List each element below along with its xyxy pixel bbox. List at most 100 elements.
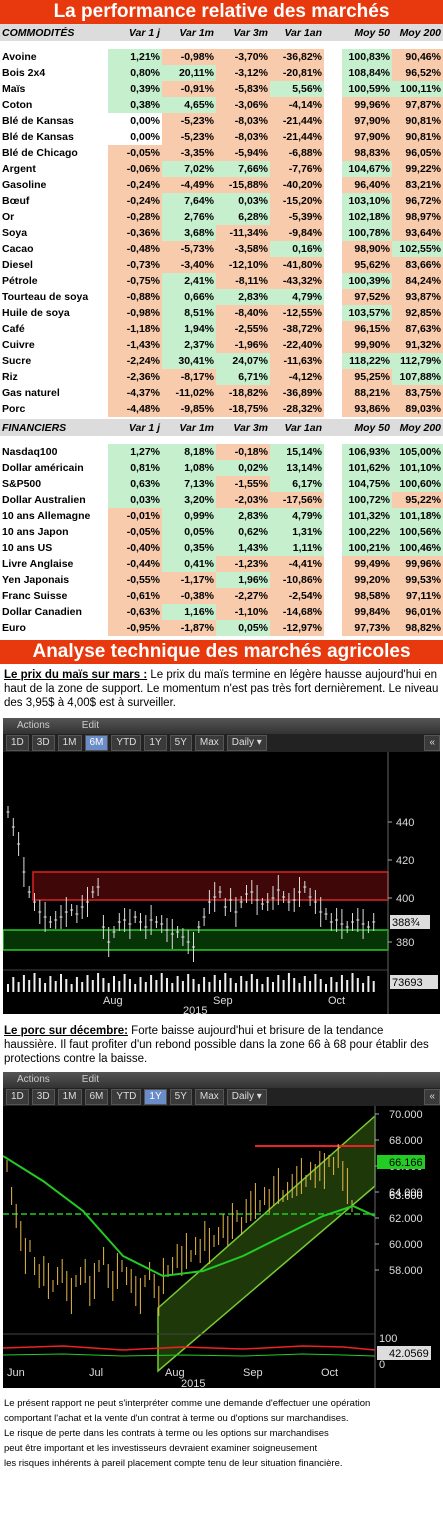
edit-menu[interactable]: Edit [81, 1074, 100, 1085]
last-price-label: 63.600 [389, 1190, 423, 1202]
range-button[interactable]: 1D [6, 1089, 29, 1105]
row-label: 10 ans US [2, 542, 53, 554]
value-cell: 1,27% [108, 444, 162, 460]
actions-menu[interactable]: Actions [17, 1074, 50, 1085]
range-button[interactable]: Max [194, 1089, 224, 1105]
table-row: Cuivre -1,43% 2,37% -1,96% -22,40% 99,90% 91,3… [0, 337, 443, 353]
table-row: Sucre -2,24% 30,41% 24,07% -11,63% 118,22% 112… [0, 353, 443, 369]
range-button[interactable]: Daily ▾ [226, 735, 267, 751]
range-button[interactable]: 1D [6, 735, 29, 751]
financiers-table: FINANCIERS Var 1 j Var 1m Var 3m Var 1an Moy … [0, 419, 443, 636]
value-cell: -36,82% [270, 49, 324, 65]
value-cell: 84,24% [392, 273, 443, 289]
value-cell: 96,05% [392, 145, 443, 161]
value-cell: -2,55% [216, 321, 270, 337]
spacer-cell [324, 508, 342, 524]
value-cell: -5,94% [216, 145, 270, 161]
value-cell: 7,64% [162, 193, 216, 209]
range-button[interactable]: 1Y [144, 1089, 167, 1105]
table-row: Coton 0,38% 4,65% -3,06% -4,14% 99,96% 97,87% [0, 97, 443, 113]
collapse-icon[interactable]: « [424, 1089, 440, 1105]
value-cell: 105,00% [392, 444, 443, 460]
corn-text: Le prix du maïs termine en légère hausse… [4, 669, 439, 709]
value-cell: 1,11% [270, 540, 324, 556]
y-tick-label: 400 [396, 893, 414, 905]
value-cell: 97,11% [392, 588, 443, 604]
spacer-cell [324, 369, 342, 385]
value-cell: 100,60% [392, 476, 443, 492]
range-button[interactable]: 5Y [169, 735, 192, 751]
value-cell: -0,24% [108, 177, 162, 193]
value-cell: -0,05% [108, 145, 162, 161]
value-cell: 97,73% [342, 620, 392, 636]
header-cell: Var 3m [216, 419, 270, 436]
actions-menu[interactable]: Actions [17, 720, 50, 731]
value-cell: 95,62% [342, 257, 392, 273]
value-cell: 93,64% [392, 225, 443, 241]
range-button[interactable]: 1M [57, 735, 82, 751]
row-label: Or [2, 211, 15, 223]
value-cell: 100,78% [342, 225, 392, 241]
value-cell: 7,13% [162, 476, 216, 492]
range-button[interactable]: 1Y [144, 735, 167, 751]
table-row: Huile de soya -0,98% 8,51% -8,40% -12,55% 103… [0, 305, 443, 321]
table-row: Avoine 1,21% -0,98% -3,70% -36,82% 100,83% 90,… [0, 49, 443, 65]
header-cell: Moy 50 [342, 419, 392, 436]
value-cell: 7,02% [162, 161, 216, 177]
row-label: Franc Suisse [2, 590, 68, 602]
spacer-cell [324, 604, 342, 620]
range-button[interactable]: 3D [31, 735, 55, 751]
value-cell: -0,73% [108, 257, 162, 273]
spacer-cell [324, 257, 342, 273]
header-cell: COMMODITÉS [0, 24, 108, 41]
table-row: Gas naturel -4,37% -11,02% -18,82% -36,89% 88… [0, 385, 443, 401]
spacer-cell [324, 161, 342, 177]
value-cell: -12,55% [270, 305, 324, 321]
spacer-cell [324, 305, 342, 321]
range-button[interactable]: YTD [111, 735, 142, 751]
collapse-icon[interactable]: « [424, 735, 440, 751]
value-cell: -0,05% [108, 524, 162, 540]
value-cell: 103,10% [342, 193, 392, 209]
value-cell: 0,03% [108, 492, 162, 508]
hog-text: Forte baisse aujourd'hui et brisure de l… [4, 1025, 429, 1065]
range-button[interactable]: Max [194, 735, 224, 751]
range-button[interactable]: 3D [31, 1089, 55, 1105]
value-cell: 90,46% [392, 49, 443, 65]
value-cell: 106,93% [342, 444, 392, 460]
row-label: Dollar Australien [2, 494, 86, 506]
value-cell: 99,84% [342, 604, 392, 620]
value-cell: 2,41% [162, 273, 216, 289]
edit-menu[interactable]: Edit [81, 720, 100, 731]
analysis-banner: Analyse technique des marchés agricoles [0, 640, 443, 664]
value-cell: 24,07% [216, 353, 270, 369]
commodities-table: COMMODITÉS Var 1 j Var 1m Var 3m Var 1an Moy … [0, 24, 443, 417]
table-row: Bœuf -0,24% 7,64% 0,03% -15,20% 103,10% 96,72% [0, 193, 443, 209]
value-cell: 87,63% [392, 321, 443, 337]
value-cell: -5,39% [270, 209, 324, 225]
osc-value-label: 42.0569 [389, 1348, 429, 1360]
value-cell: -4,49% [162, 177, 216, 193]
x-axis-label: Oct [328, 995, 345, 1007]
range-button[interactable]: 6M [84, 735, 109, 751]
value-cell: -0,38% [162, 588, 216, 604]
spacer-cell [324, 337, 342, 353]
spacer-cell [324, 225, 342, 241]
spacer-cell [324, 353, 342, 369]
value-cell: -1,87% [162, 620, 216, 636]
value-cell: 0,39% [108, 81, 162, 97]
range-button[interactable]: 1M [57, 1089, 82, 1105]
range-button[interactable]: Daily ▾ [226, 1089, 267, 1105]
y-tick-label: 60.000 [389, 1239, 423, 1251]
x-axis-label: Aug [165, 1367, 185, 1379]
value-cell: 99,49% [342, 556, 392, 572]
range-button[interactable]: 6M [84, 1089, 109, 1105]
value-cell: -0,88% [108, 289, 162, 305]
value-cell: -36,89% [270, 385, 324, 401]
range-button[interactable]: 5Y [169, 1089, 192, 1105]
value-cell: 83,66% [392, 257, 443, 273]
spacer-cell [324, 273, 342, 289]
table-row: Blé de Chicago -0,05% -3,35% -5,94% -6,88% 98… [0, 145, 443, 161]
value-cell: -0,55% [108, 572, 162, 588]
range-button[interactable]: YTD [111, 1089, 142, 1105]
